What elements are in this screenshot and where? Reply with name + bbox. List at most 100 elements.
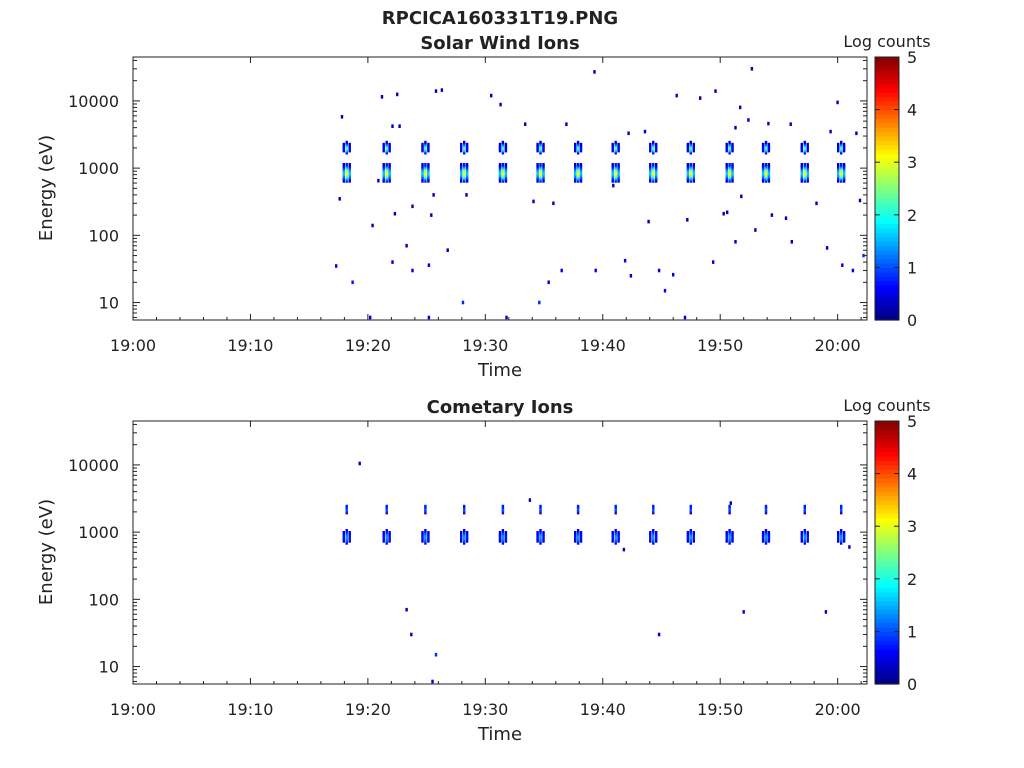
colorbar-segment <box>875 57 899 62</box>
colorbar-segment <box>875 96 899 102</box>
heatmap-cell <box>729 501 732 505</box>
heatmap-cell <box>424 177 427 181</box>
heatmap-cell <box>842 148 846 153</box>
colorbar-segment <box>875 109 899 115</box>
colorbar-segment <box>875 166 899 172</box>
heatmap-cell <box>617 148 620 153</box>
y-axis: 10 100 1000 10000 <box>68 423 867 682</box>
heatmap-cell <box>465 533 469 537</box>
heatmap-cell <box>722 211 725 216</box>
heatmap-cell <box>385 510 388 515</box>
heatmap-cell <box>767 177 771 181</box>
heatmap-cell <box>427 165 430 169</box>
colorbar-segment <box>875 74 899 80</box>
heatmap-cell <box>424 173 427 177</box>
heatmap-cell <box>501 508 505 513</box>
colorbar-segment <box>875 442 899 448</box>
heatmap-cell <box>767 144 771 149</box>
colorbar-segment <box>875 70 899 76</box>
heatmap-cell <box>803 177 806 181</box>
colorbar-segment <box>875 583 899 589</box>
heatmap-cell <box>840 535 843 539</box>
colorbar-segment <box>875 293 899 299</box>
heatmap-cell <box>655 173 658 177</box>
heatmap-cell <box>764 144 768 149</box>
heatmap-cell <box>536 173 539 177</box>
heatmap-cell <box>465 142 469 147</box>
heatmap-cell <box>348 537 351 541</box>
heatmap-cell <box>382 535 385 539</box>
colorbar-segment <box>875 289 899 295</box>
heatmap-cell <box>388 533 391 537</box>
heatmap-cell <box>342 531 345 535</box>
heatmap-cell <box>842 531 846 535</box>
heatmap-cell <box>345 508 348 513</box>
heatmap-cell <box>731 539 734 543</box>
heatmap-cell <box>539 169 542 173</box>
heatmap-cell <box>734 240 737 244</box>
heatmap-cell <box>803 539 806 543</box>
heatmap-cell <box>611 537 614 541</box>
heatmap-cell <box>388 537 391 541</box>
colorbar-segment <box>875 596 899 602</box>
heatmap-cell <box>463 175 466 179</box>
colorbar-segment <box>875 486 899 492</box>
heatmap-cell <box>767 175 771 179</box>
heatmap-cell <box>565 122 568 126</box>
colorbar-segment <box>875 530 899 536</box>
heatmap-cell <box>617 171 620 175</box>
heatmap-cell <box>388 148 391 153</box>
heatmap-cell <box>617 539 620 543</box>
heatmap-cell <box>465 193 468 197</box>
heatmap-cell <box>421 144 424 149</box>
colorbar-segment <box>875 504 899 510</box>
heatmap-cell <box>728 144 731 149</box>
heatmap-cell <box>465 148 469 153</box>
heatmap-cell <box>686 169 690 173</box>
heatmap-cell <box>803 171 806 175</box>
heatmap-cell <box>655 148 658 153</box>
heatmap-cell <box>842 169 846 173</box>
heatmap-cell <box>689 146 692 151</box>
colorbar-label: Log counts <box>843 396 930 415</box>
heatmap-cell <box>686 146 690 151</box>
heatmap-cell <box>463 146 466 151</box>
heatmap-cell <box>504 173 508 177</box>
heatmap-cell <box>692 146 695 151</box>
heatmap-cell <box>840 506 843 511</box>
heatmap-cell <box>574 539 577 543</box>
heatmap-cell <box>424 140 427 145</box>
heatmap-cell <box>731 169 734 173</box>
heatmap-cell <box>692 169 695 173</box>
heatmap-cell <box>388 531 391 535</box>
heatmap-cell <box>611 163 614 167</box>
heatmap-cell <box>789 122 792 126</box>
heatmap-cell <box>806 146 809 151</box>
heatmap-cell <box>574 169 577 173</box>
heatmap-cell <box>652 504 655 509</box>
heatmap-cell <box>382 144 385 149</box>
heatmap-cell <box>421 142 424 147</box>
colorbar-segment <box>875 280 899 286</box>
heatmap-cell <box>731 148 734 153</box>
heatmap-cell <box>689 177 692 181</box>
heatmap-cell <box>460 167 463 171</box>
panel-title: Solar Wind Ions <box>420 33 579 54</box>
colorbar-segment <box>875 197 899 203</box>
y-tick-label: 1000 <box>78 523 119 542</box>
heatmap-cell <box>689 179 692 183</box>
heatmap-cell <box>463 529 466 533</box>
colorbar-segment <box>875 556 899 562</box>
heatmap-cell <box>689 541 692 545</box>
heatmap-cell <box>498 539 502 543</box>
heatmap-cell <box>731 533 734 537</box>
colorbar-segment <box>875 605 899 611</box>
heatmap-cell <box>725 169 728 173</box>
heatmap-cell <box>728 175 731 179</box>
heatmap-cell <box>576 144 580 149</box>
heatmap-cell <box>501 506 505 511</box>
heatmap-cell <box>731 163 734 167</box>
heatmap-cell <box>725 173 728 177</box>
heatmap-cell <box>627 131 630 136</box>
colorbar-tick-label: 0 <box>907 675 917 694</box>
